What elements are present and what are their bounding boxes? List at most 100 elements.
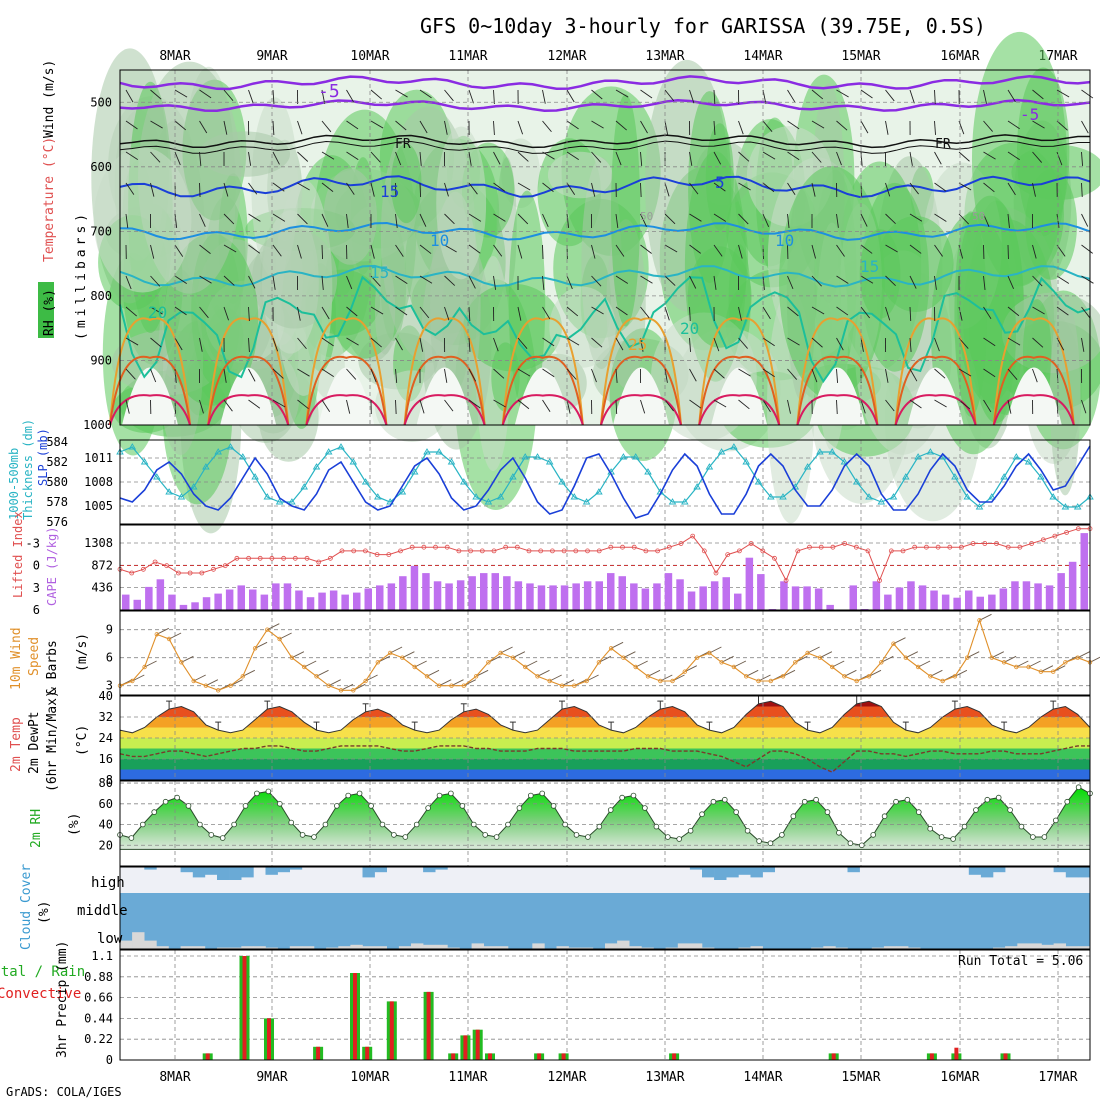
cloud-low-bar — [896, 946, 909, 949]
wind10-point — [854, 678, 859, 684]
wind-barb — [958, 151, 970, 162]
wind-barb — [395, 89, 408, 98]
wind-barb — [321, 151, 335, 160]
wind-barb — [125, 399, 130, 414]
li-point — [713, 570, 719, 576]
precip-tick-label: 0.88 — [84, 970, 113, 984]
cape-bar — [341, 594, 349, 610]
wind10-point — [633, 664, 638, 670]
wind10-point — [731, 664, 737, 670]
wind-barb — [199, 337, 203, 352]
thickness-point — [803, 463, 812, 470]
wind-barb — [1032, 275, 1043, 287]
wind-barb — [787, 337, 800, 346]
wind-barb — [321, 182, 334, 192]
cape-bar — [1068, 561, 1077, 610]
li-point — [947, 544, 953, 550]
cloud-low-bar — [641, 947, 654, 949]
wind-barb — [272, 399, 286, 408]
rh-point — [379, 821, 386, 828]
wind-barb — [468, 275, 476, 289]
wind-barb — [346, 213, 349, 228]
lifted-index-axis-label: Lifted Index — [11, 511, 25, 598]
wind-barb — [713, 182, 726, 192]
cape-bar — [745, 557, 754, 610]
wind-barb — [958, 213, 969, 225]
wind-barbs — [125, 89, 1094, 415]
wind10-barb — [132, 674, 145, 682]
wind10-barb — [647, 669, 661, 677]
cape-bar — [168, 594, 176, 610]
cape-bar — [468, 576, 476, 610]
li-point — [409, 544, 415, 550]
thickness-point — [1037, 473, 1045, 480]
cape-bar — [1022, 581, 1031, 610]
wind-barb — [419, 399, 425, 414]
wind-barb — [1081, 213, 1089, 227]
wind-barb — [493, 213, 506, 222]
wind10-point — [240, 674, 245, 679]
cloud-low-bar — [398, 946, 412, 949]
wind-barb — [444, 306, 450, 321]
wind-barb — [517, 337, 528, 349]
precip-convective-bar — [451, 1053, 456, 1060]
wind-barb — [248, 244, 261, 254]
isotherm-line — [119, 75, 1091, 91]
top-date-label: 9MAR — [256, 49, 287, 64]
rh-point — [767, 840, 774, 846]
wind-barb — [713, 368, 725, 379]
wind-barb — [909, 275, 917, 289]
thickness-point — [1073, 503, 1082, 510]
rh-blob — [251, 228, 338, 329]
wind-barb — [517, 182, 531, 191]
cape-bar — [145, 586, 153, 610]
top-date-label: 12MAR — [547, 49, 586, 64]
rh-point — [174, 794, 180, 801]
wind-barb — [395, 120, 407, 131]
cape-li-panel: 436 872 1308 -3 0 3 6 Lifted Index CAPE (J/kg) — [11, 511, 1093, 617]
wind-barb — [566, 120, 579, 130]
temp2m-panel: 8 16 24 32 40 2m Temp 2m DewPt (6hr Min/Max)… — [9, 689, 1091, 792]
temp2m-label-1: 2m Temp — [9, 717, 24, 772]
wind-barb — [1056, 275, 1070, 284]
wind10-speed-line — [117, 618, 1093, 693]
rh-point — [470, 821, 477, 828]
li-point — [1005, 544, 1011, 550]
wind-barb — [174, 244, 184, 257]
thickness-tick-label: 582 — [46, 455, 68, 469]
wind-barb — [615, 151, 622, 166]
rh-point — [493, 834, 500, 840]
thickness-point — [263, 493, 272, 500]
bottom-date-label: 17MAR — [1038, 1070, 1077, 1085]
cape-bar — [630, 583, 638, 610]
rh-point — [527, 792, 534, 799]
wind-barb — [738, 151, 750, 162]
cape-bar — [410, 565, 419, 610]
li-point — [129, 570, 135, 576]
wind10-point — [793, 660, 798, 665]
wind-barb — [689, 275, 697, 289]
thickness-point — [668, 498, 677, 505]
precip-convective-bar — [475, 1029, 480, 1060]
wind-barb — [934, 182, 947, 192]
thickness-range-label: 1000-500mb — [7, 448, 21, 520]
wind-barb — [934, 275, 937, 290]
wind-barb — [272, 275, 276, 290]
thickness-point — [742, 458, 750, 465]
wind-barb — [958, 399, 971, 410]
wind-barb — [199, 244, 211, 254]
wind-barb — [689, 182, 699, 195]
wind10-barb — [402, 651, 415, 659]
rh2m-label: 2m RH — [29, 809, 44, 848]
cloud-high-bar — [144, 867, 157, 870]
wind10-label-3: & Barbs — [45, 640, 60, 695]
wind-barb — [713, 151, 722, 165]
cape-bar — [641, 588, 650, 610]
li-point — [620, 544, 625, 550]
wind10-barb — [660, 674, 673, 682]
rh-point — [961, 823, 968, 830]
thickness-point — [582, 498, 591, 505]
wind10-point — [915, 664, 921, 670]
warm-isotherm — [109, 355, 191, 426]
wind-barb — [811, 368, 818, 383]
